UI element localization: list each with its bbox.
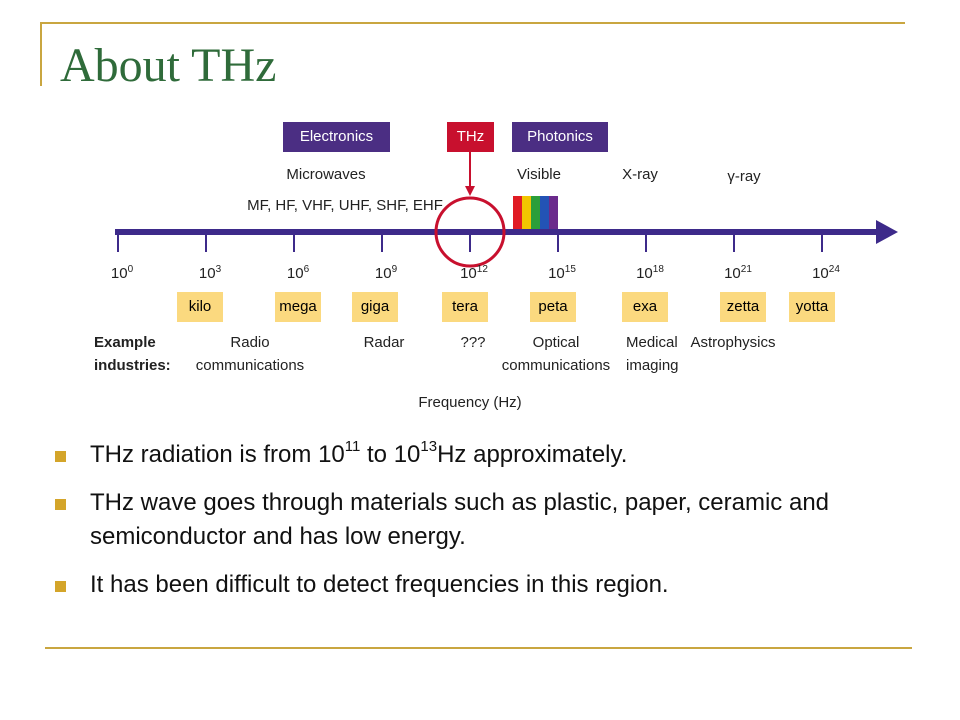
superscript: 13 — [420, 438, 438, 455]
tick-label: 1021 — [724, 259, 752, 285]
band-label: Photonics — [512, 122, 608, 152]
bullet-text: THz wave goes through materials such as … — [90, 489, 830, 550]
bullet-item: THz wave goes through materials such as … — [50, 486, 930, 554]
bullet-text: 10 — [318, 441, 345, 468]
prefix-box: giga — [352, 292, 398, 322]
slide-title: About THz — [60, 39, 277, 92]
prefix-box: zetta — [720, 292, 766, 322]
region-label: Microwaves — [286, 166, 366, 183]
tick-base: 10 — [198, 265, 216, 282]
bullet-item: THz radiation is from 1011 to 1013Hz app… — [50, 438, 930, 472]
superscript: 11 — [344, 438, 361, 455]
axis-arrow — [876, 220, 898, 244]
industry-label: Optical communications — [501, 334, 611, 374]
bullet-text: to — [360, 441, 394, 468]
tick-label: 1015 — [548, 259, 576, 285]
tick-base: 10 — [460, 265, 477, 282]
region-label: X-ray — [622, 166, 658, 183]
prefix-box: tera — [442, 292, 488, 322]
rainbow-yellow — [522, 196, 531, 232]
tick-label: 100 — [111, 259, 133, 285]
region-label: γ-ray — [727, 168, 761, 185]
tick-base: 10 — [724, 265, 741, 282]
tick-exponent: 21 — [740, 264, 752, 275]
industry-label: Astrophysics — [690, 334, 776, 351]
bullet-text: It has been difficult to detect frequenc… — [90, 571, 669, 598]
bullet-list: THz radiation is from 1011 to 1013Hz app… — [50, 438, 930, 616]
region-label: MF, HF, VHF, UHF, SHF, EHF — [247, 197, 443, 214]
industry-label: Radio communications — [195, 334, 305, 374]
tick-exponent: 3 — [215, 264, 222, 275]
rainbow-green — [531, 196, 540, 232]
rainbow-blue — [540, 196, 549, 232]
region-label: Visible — [517, 166, 561, 183]
prefix-box: mega — [275, 292, 321, 322]
industry-label: Radar — [363, 334, 405, 351]
tick-exponent: 15 — [564, 264, 576, 275]
tick-label: 103 — [199, 259, 221, 285]
bullet-text: Hz approximately. — [437, 441, 628, 468]
tick-base: 10 — [636, 265, 653, 282]
tick-label: 109 — [375, 259, 397, 285]
rainbow-red — [513, 196, 522, 232]
tick-exponent: 18 — [652, 264, 664, 275]
prefix-box: peta — [530, 292, 576, 322]
industry-label: ??? — [460, 334, 486, 351]
band-label: THz — [447, 122, 494, 152]
prefix-box: kilo — [177, 292, 223, 322]
bullet-item: It has been difficult to detect frequenc… — [50, 568, 930, 602]
tick-base: 10 — [110, 265, 128, 282]
tick-exponent: 24 — [828, 264, 840, 275]
tick-exponent: 6 — [303, 264, 310, 275]
thz-pointer-head — [465, 186, 475, 196]
industry-label: Medical imaging — [626, 334, 679, 374]
tick-base: 10 — [286, 265, 304, 282]
spectrum — [115, 152, 898, 268]
tick-label: 1024 — [812, 259, 840, 285]
band-label: Electronics — [283, 122, 390, 152]
rainbow-violet — [549, 196, 558, 232]
tick-exponent: 0 — [127, 264, 134, 275]
bullet-text: 10 — [393, 441, 421, 468]
axis-label: Frequency (Hz) — [418, 394, 522, 411]
tick-base: 10 — [374, 265, 392, 282]
thz-circle — [434, 196, 506, 268]
tick-exponent: 12 — [476, 264, 488, 275]
tick-label: 106 — [287, 259, 309, 285]
tick-label: 1018 — [636, 259, 664, 285]
prefix-box: exa — [622, 292, 668, 322]
tick-label: 1012 — [460, 259, 488, 285]
bullet-text: THz radiation is from — [90, 441, 319, 468]
industries-label: Example industries: — [94, 334, 171, 374]
tick-base: 10 — [548, 265, 565, 282]
tick-exponent: 9 — [391, 264, 398, 275]
prefix-box: yotta — [789, 292, 835, 322]
tick-base: 10 — [812, 265, 829, 282]
